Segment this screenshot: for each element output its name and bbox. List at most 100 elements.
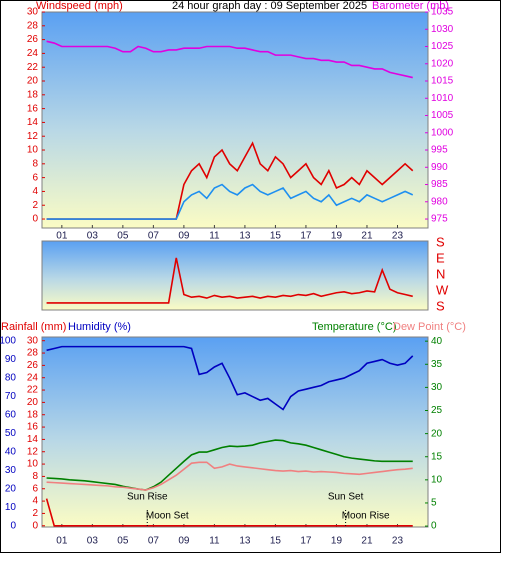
x-tick-label: 01 [56, 536, 68, 547]
x-tick-label: 05 [117, 536, 129, 547]
y3-tick-label: 14 [27, 434, 39, 445]
y2-tick-label: 1015 [431, 76, 454, 87]
chart-title: 24 hour graph day : 09 September 2025 [172, 0, 367, 12]
y-tick-label: 8 [32, 158, 38, 169]
direction-panel [41, 240, 429, 311]
y-tick-label: 28 [27, 20, 39, 31]
y-tick-label: 40 [5, 447, 17, 458]
y-tick-label: 50 [5, 428, 17, 439]
x-tick-label: 13 [239, 536, 251, 547]
y-tick-label: 26 [27, 34, 39, 45]
x-tick-label: 15 [270, 231, 282, 242]
x-tick-label: 21 [361, 536, 373, 547]
y3-tick-label: 30 [27, 335, 39, 346]
y-tick-label: 2 [32, 200, 38, 211]
x-tick-label: 17 [300, 231, 312, 242]
y-tick-label: S [436, 234, 445, 249]
humidity-label: Humidity (%) [68, 321, 131, 333]
x-tick-label: 05 [117, 231, 129, 242]
event-label: Moon Set [146, 511, 189, 522]
y2-tick-label: 1030 [431, 24, 454, 35]
annotation: Sun Rise [127, 492, 168, 503]
series-line [46, 183, 414, 220]
y2-tick-label: 10 [431, 474, 443, 485]
x-tick-label: 11 [209, 536, 220, 547]
y-tick-label: 80 [5, 373, 17, 384]
y-tick-label: E [436, 250, 445, 265]
y2-tick-label: 20 [431, 428, 443, 439]
y-tick-label: 70 [5, 391, 17, 402]
y2-tick-label: 1010 [431, 93, 454, 104]
rainfall-label: Rainfall (mm) [1, 321, 66, 333]
series-line [46, 257, 413, 304]
y2-tick-label: 25 [431, 405, 443, 416]
x-tick-label: 13 [239, 231, 251, 242]
y-tick-label: S [436, 298, 445, 313]
y3-tick-label: 24 [27, 372, 39, 383]
x-tick-label: 19 [331, 536, 343, 547]
y3-tick-label: 10 [27, 459, 39, 470]
y-tick-label: 22 [27, 62, 39, 73]
y-tick-label: 20 [5, 484, 17, 495]
x-tick-label: 23 [392, 536, 404, 547]
y3-tick-label: 22 [27, 385, 39, 396]
y2-tick-label: 975 [431, 214, 448, 225]
dew-point-label: Dew Point (°C) [393, 321, 466, 333]
y-tick-label: 10 [5, 502, 17, 513]
series-line [45, 498, 413, 527]
x-tick-label: 23 [392, 231, 404, 242]
y3-tick-label: 8 [32, 471, 38, 482]
x-tick-label: 17 [300, 536, 312, 547]
y3-tick-label: 20 [27, 397, 39, 408]
y-tick-label: 0 [10, 521, 16, 532]
x-tick-label: 03 [87, 231, 99, 242]
series-line [46, 345, 414, 411]
x-tick-label: 19 [331, 231, 343, 242]
y-tick-label: 18 [27, 89, 39, 100]
y2-tick-label: 995 [431, 145, 448, 156]
series-line [46, 439, 413, 491]
y-tick-label: 100 [0, 336, 16, 347]
y-tick-label: 30 [5, 465, 17, 476]
y2-tick-label: 1020 [431, 58, 454, 69]
y2-tick-label: 1000 [431, 127, 454, 138]
y3-tick-label: 12 [27, 446, 39, 457]
x-tick-label: 09 [178, 536, 190, 547]
y2-tick-label: 1025 [431, 41, 454, 52]
x-tick-label: 07 [148, 231, 160, 242]
y3-tick-label: 26 [27, 360, 39, 371]
x-tick-label: 15 [270, 536, 282, 547]
x-tick-label: 01 [56, 231, 68, 242]
series-line [46, 40, 413, 79]
y2-tick-label: 30 [431, 382, 443, 393]
y-tick-label: 12 [27, 131, 39, 142]
x-tick-label: 11 [209, 231, 220, 242]
y2-tick-label: 1035 [431, 7, 454, 18]
y2-tick-label: 35 [431, 359, 443, 370]
y3-tick-label: 0 [32, 520, 38, 531]
y-tick-label: 30 [27, 7, 39, 18]
y-tick-label: N [436, 266, 445, 281]
y2-tick-label: 15 [431, 451, 443, 462]
y2-tick-label: 990 [431, 162, 448, 173]
y-tick-label: 0 [32, 214, 38, 225]
y3-tick-label: 4 [32, 496, 38, 507]
y3-tick-label: 6 [32, 483, 38, 494]
y3-tick-label: 18 [27, 409, 39, 420]
y2-tick-label: 40 [431, 336, 443, 347]
y-tick-label: 4 [32, 186, 38, 197]
y3-tick-label: 16 [27, 422, 39, 433]
temperature-panel [41, 336, 429, 528]
event-label: Moon Rise [342, 511, 390, 522]
x-tick-label: 09 [178, 231, 190, 242]
y2-tick-label: 980 [431, 196, 448, 207]
y2-tick-label: 1005 [431, 110, 454, 121]
series-line [46, 461, 413, 491]
y2-tick-label: 985 [431, 179, 448, 190]
y-tick-label: 14 [27, 117, 39, 128]
y-tick-label: 60 [5, 410, 17, 421]
x-tick-label: 07 [148, 536, 160, 547]
y-tick-label: 24 [27, 48, 39, 59]
temperature-label: Temperature (°C) [312, 321, 396, 333]
